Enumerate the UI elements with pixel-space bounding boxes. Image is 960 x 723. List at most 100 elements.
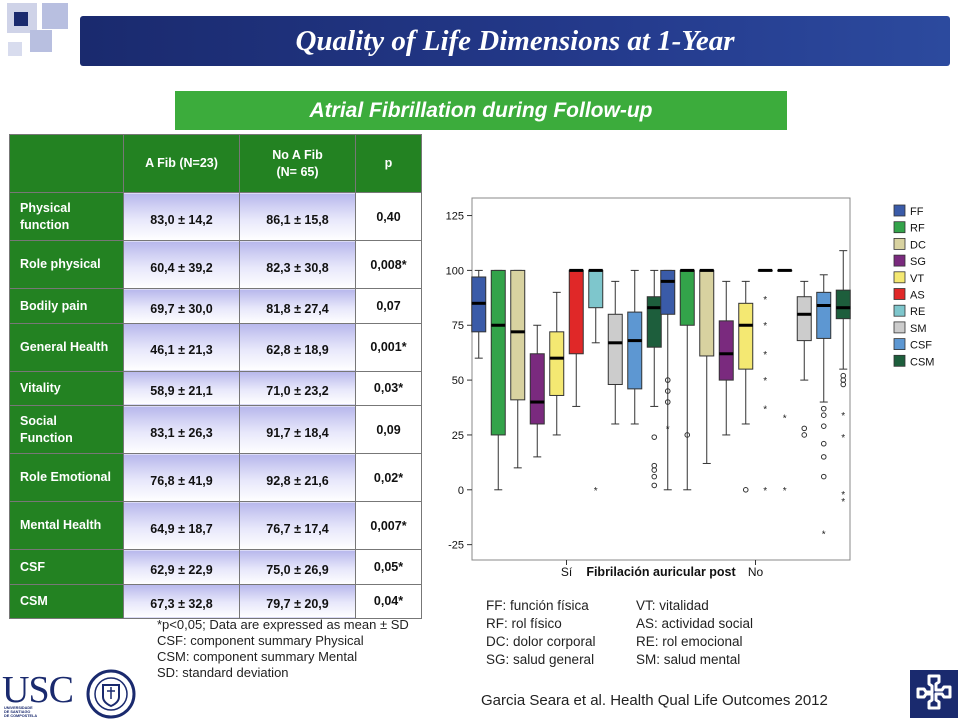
noafib-cell: 81,8 ± 27,4 bbox=[239, 288, 356, 324]
row-label: Role physical bbox=[9, 240, 124, 289]
decor-square bbox=[30, 30, 52, 52]
afib-cell: 58,9 ± 21,1 bbox=[123, 370, 240, 406]
outlier-point: * bbox=[763, 350, 767, 361]
box-csf bbox=[816, 291, 832, 339]
note-line: CSF: component summary Physical bbox=[157, 633, 364, 648]
legend-swatch bbox=[893, 338, 906, 351]
abbr-item: FF: función física bbox=[486, 598, 589, 613]
abbreviation-notes: FF: función física VT: vitalidad RF: rol… bbox=[486, 597, 776, 669]
outlier-point bbox=[651, 473, 658, 480]
p-value-cell: 0,007* bbox=[355, 501, 422, 550]
box-dc bbox=[699, 269, 715, 357]
legend-swatch bbox=[893, 237, 906, 250]
x-tick-label: No bbox=[748, 565, 764, 579]
outlier-point: * bbox=[841, 490, 845, 501]
table-header-row: A Fib (N=23) No A Fib (N= 65) p bbox=[9, 134, 422, 193]
legend-swatch bbox=[893, 354, 906, 367]
table-row: Role physical 60,4 ± 39,2 82,3 ± 30,8 0,008… bbox=[9, 240, 422, 289]
table-row: CSF 62,9 ± 22,9 75,0 ± 26,9 0,05* bbox=[9, 549, 422, 585]
usc-logo: USC UNIVERSIDADE DE SANTIAGO DE COMPOSTE… bbox=[2, 668, 142, 720]
abbr-item: DC: dolor corporal bbox=[486, 634, 596, 649]
table-row: General Health 46,1 ± 21,3 62,8 ± 18,9 0,00… bbox=[9, 322, 422, 372]
table-row: Vitality 58,9 ± 21,1 71,0 ± 23,2 0,03* bbox=[9, 370, 422, 406]
cross-logo-icon bbox=[910, 670, 958, 718]
noafib-cell: 86,1 ± 15,8 bbox=[239, 192, 356, 241]
p-value-cell: 0,40 bbox=[355, 192, 422, 241]
box-dc bbox=[510, 269, 526, 401]
legend-label: SM bbox=[910, 323, 927, 335]
outlier-point: * bbox=[783, 413, 787, 424]
legend-label: AS bbox=[910, 290, 925, 302]
p-value-cell: 0,02* bbox=[355, 453, 422, 502]
outlier-point: * bbox=[822, 530, 826, 541]
p-value-cell: 0,05* bbox=[355, 549, 422, 585]
legend-swatch bbox=[893, 321, 906, 334]
abbr-item: RE: rol emocional bbox=[636, 634, 743, 649]
p-value-cell: 0,001* bbox=[355, 322, 422, 372]
p-value-cell: 0,03* bbox=[355, 370, 422, 406]
note-line: *p<0,05; Data are expressed as mean ± SD bbox=[157, 617, 409, 632]
usc-logo-subtext: UNIVERSIDADE DE SANTIAGO DE COMPOSTELA bbox=[4, 706, 38, 719]
slide-title: Quality of Life Dimensions at 1-Year bbox=[295, 24, 735, 57]
usc-logo-text: USC bbox=[2, 669, 74, 711]
note-line: CSM: component summary Mental bbox=[157, 649, 358, 664]
row-label: Vitality bbox=[9, 370, 124, 406]
box-re bbox=[588, 269, 604, 309]
abbr-item: RF: rol físico bbox=[486, 616, 562, 631]
box-csm bbox=[646, 296, 662, 348]
row-label: Bodily pain bbox=[9, 288, 124, 324]
box-ff bbox=[471, 276, 487, 333]
box-as bbox=[757, 269, 773, 272]
legend-swatch bbox=[893, 271, 906, 284]
y-tick-label: 75 bbox=[452, 320, 464, 332]
afib-cell: 46,1 ± 21,3 bbox=[123, 322, 240, 372]
legend-label: CSF bbox=[910, 340, 932, 352]
row-label: Mental Health bbox=[9, 501, 124, 550]
box-sg bbox=[718, 320, 734, 381]
outlier-point bbox=[651, 462, 658, 469]
afib-cell: 62,9 ± 22,9 bbox=[123, 549, 240, 585]
afib-cell: 76,8 ± 41,9 bbox=[123, 453, 240, 502]
note-line: SD: standard deviation bbox=[157, 665, 289, 680]
x-axis-label: Fibrilación auricular post bbox=[586, 565, 736, 579]
outlier-point: * bbox=[763, 295, 767, 306]
outlier-point bbox=[840, 372, 847, 379]
table-row: Bodily pain 69,7 ± 30,0 81,8 ± 27,4 0,07 bbox=[9, 288, 422, 324]
outlier-point bbox=[664, 377, 671, 383]
noafib-cell: 71,0 ± 23,2 bbox=[239, 370, 356, 406]
p-value-cell: 0,07 bbox=[355, 288, 422, 324]
outlier-point bbox=[820, 405, 827, 412]
decor-square bbox=[8, 42, 22, 56]
outlier-point bbox=[664, 388, 671, 394]
outlier-point bbox=[820, 473, 827, 480]
row-label: Role Emotional bbox=[9, 453, 124, 502]
outlier-point: * bbox=[841, 433, 845, 444]
noafib-cell: 75,0 ± 26,9 bbox=[239, 549, 356, 585]
abbr-item: VT: vitalidad bbox=[636, 598, 709, 613]
legend-label: FF bbox=[910, 206, 924, 218]
outlier-point: * bbox=[763, 376, 767, 387]
outlier-point: * bbox=[594, 486, 598, 497]
table-header-cell: p bbox=[355, 134, 422, 193]
p-value-cell: 0,09 bbox=[355, 405, 422, 454]
legend-label: RF bbox=[910, 223, 925, 235]
qol-table: A Fib (N=23) No A Fib (N= 65) p Physical fu… bbox=[9, 134, 422, 619]
outlier-point bbox=[801, 425, 808, 432]
decor-square bbox=[14, 12, 28, 26]
university-seal-icon bbox=[86, 669, 136, 719]
afib-cell: 83,1 ± 26,3 bbox=[123, 405, 240, 454]
box-sm bbox=[607, 313, 623, 385]
outlier-point bbox=[820, 423, 827, 429]
outlier-point bbox=[742, 486, 749, 493]
box-re bbox=[777, 269, 793, 272]
row-label: Social Function bbox=[9, 405, 124, 454]
noafib-cell: 92,8 ± 21,6 bbox=[239, 453, 356, 502]
box-rf bbox=[679, 269, 695, 326]
table-header-cell: A Fib (N=23) bbox=[123, 134, 240, 193]
abbr-item: SM: salud mental bbox=[636, 652, 741, 667]
y-tick-label: 50 bbox=[452, 375, 464, 387]
outlier-point bbox=[664, 399, 671, 405]
outlier-point: * bbox=[783, 486, 787, 497]
y-tick-label: 25 bbox=[452, 430, 464, 442]
outlier-point: * bbox=[841, 411, 845, 422]
